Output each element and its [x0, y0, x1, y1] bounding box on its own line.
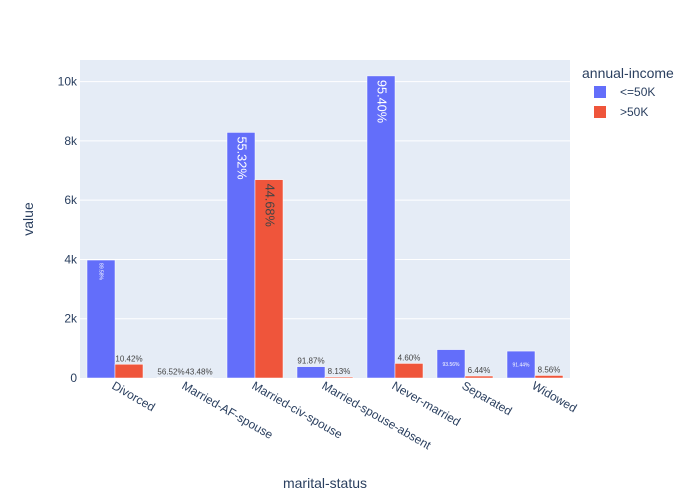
- bar-gt50k-never-married[interactable]: [394, 363, 424, 379]
- x-tick-label: Widowed: [530, 378, 580, 415]
- bar-le50k-separated[interactable]: [436, 349, 466, 379]
- bar-le50k-divorced[interactable]: [86, 259, 116, 379]
- y-tick-label: 2k: [64, 312, 78, 326]
- y-tick-label: 4k: [64, 252, 78, 266]
- bar-data-label: 91.87%: [297, 357, 324, 366]
- bar-data-label: 56.52%: [157, 368, 184, 377]
- x-tick-label: Separated: [460, 378, 515, 418]
- bar-le50k-widowed[interactable]: [506, 350, 536, 379]
- bar-data-label: 55.32%: [235, 136, 250, 179]
- bar-data-label: 44.68%: [263, 184, 278, 227]
- y-axis-title: value: [20, 202, 36, 236]
- bar-data-label: 95.40%: [375, 80, 390, 123]
- legend-swatch: [594, 86, 606, 98]
- x-axis-title: marital-status: [283, 475, 367, 491]
- legend-swatch: [594, 106, 606, 118]
- grid-lines: [80, 81, 570, 320]
- y-tick-label: 0: [70, 371, 77, 385]
- bar-le50k-married-spouse-absent[interactable]: [296, 366, 326, 379]
- legend-label: <=50K: [620, 85, 655, 99]
- bar-gt50k-divorced[interactable]: [114, 364, 144, 379]
- bars: 89.58% 56.52% 55.32% 91.87% 95.40% 93.56% 91.4…: [86, 75, 564, 379]
- legend-title: annual-income: [582, 65, 674, 81]
- x-axis-ticks: Divorced Married-AF-spouseMarried-civ-spo…: [110, 378, 580, 452]
- bar-data-label: 4.60%: [398, 353, 421, 362]
- y-tick-label: 6k: [64, 193, 78, 207]
- bar-data-label: 8.56%: [538, 365, 561, 374]
- bar-data-label: 6.44%: [468, 366, 491, 375]
- bar-data-label: 8.13%: [328, 367, 351, 376]
- bar-data-label: 10.42%: [115, 354, 142, 363]
- legend[interactable]: annual-income <=50K >50K: [582, 65, 674, 119]
- bar-gt50k-separated[interactable]: [464, 375, 494, 379]
- y-tick-label: 10k: [58, 75, 78, 89]
- bar-data-label: 89.58%: [98, 263, 104, 281]
- x-tick-label: Divorced: [110, 378, 158, 414]
- bar-data-label: 43.48%: [185, 368, 212, 377]
- plot-background: [80, 60, 570, 378]
- y-axis-ticks: 0 2k 4k 6k 8k 10k: [58, 75, 78, 385]
- bar-le50k-married-civ-spouse[interactable]: [226, 132, 256, 379]
- bar-le50k-never-married[interactable]: [366, 75, 396, 379]
- bar-data-label: 91.44%: [513, 363, 531, 369]
- y-tick-label: 8k: [64, 134, 78, 148]
- bar-data-label: 93.56%: [443, 362, 461, 368]
- legend-item-gt50k[interactable]: >50K: [594, 105, 648, 119]
- bar-gt50k-widowed[interactable]: [534, 375, 564, 379]
- legend-label: >50K: [620, 105, 648, 119]
- bar-gt50k-married-spouse-absent[interactable]: [324, 376, 354, 379]
- bar-gt50k-married-civ-spouse[interactable]: [254, 179, 284, 379]
- legend-item-le50k[interactable]: <=50K: [594, 85, 655, 99]
